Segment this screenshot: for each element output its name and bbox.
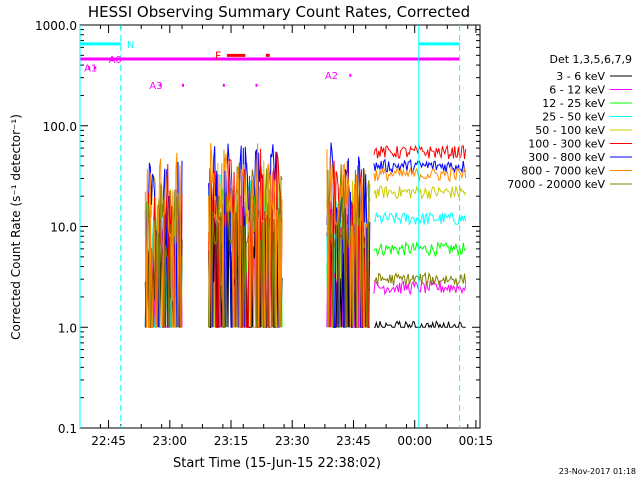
legend-entry-label: 7000 - 20000 keV xyxy=(507,178,605,191)
legend-entry-label: 12 - 25 keV xyxy=(542,97,605,110)
series-line-8 xyxy=(208,162,283,328)
series-line-0 xyxy=(373,320,466,329)
series-line-7 xyxy=(373,167,467,183)
legend-entry-label: 300 - 800 keV xyxy=(528,151,605,164)
attenuator-mark xyxy=(222,83,225,87)
attenuator-mark xyxy=(94,66,97,70)
attenuator-mark xyxy=(349,73,352,77)
legend-entry-label: 25 - 50 keV xyxy=(542,111,605,124)
series-line-7 xyxy=(208,143,283,328)
y-tick-label: 10.0 xyxy=(50,221,77,235)
legend-entry-label: 6 - 12 keV xyxy=(549,84,605,97)
y-axis-label: Corrected Count Rate (s⁻¹ detector⁻¹) xyxy=(9,114,23,340)
legend-entry-label: 800 - 7000 keV xyxy=(521,165,605,178)
y-axis: 0.1 1.0 10.0 100.0 1000.0 xyxy=(35,19,480,436)
legend-title: Det 1,3,5,6,7,9 xyxy=(549,53,632,66)
attenuator-label: A1 xyxy=(84,63,97,74)
legend-entry-label: 100 - 300 keV xyxy=(528,138,605,151)
x-tick-label: 23:00 xyxy=(152,434,187,448)
series-line-1 xyxy=(373,280,467,296)
y-tick-label: 0.1 xyxy=(58,422,77,436)
y-tick-label: 1000.0 xyxy=(35,19,77,33)
attenuator-label: A3 xyxy=(149,81,162,92)
attenuator-mark xyxy=(182,83,185,87)
x-tick-label: 23:30 xyxy=(275,434,310,448)
series-line-3 xyxy=(373,211,467,225)
data-layer xyxy=(144,142,467,329)
attenuator-label: A2 xyxy=(325,71,338,82)
series-line-5 xyxy=(373,144,467,160)
attenuator-label: A0 xyxy=(109,55,122,66)
legend-entry-label: 3 - 6 keV xyxy=(556,70,605,83)
series-line-8 xyxy=(373,271,467,287)
x-axis-label: Start Time (15-Jun-15 22:38:02) xyxy=(173,456,381,471)
y-tick-label: 100.0 xyxy=(43,120,77,134)
x-tick-label: 23:45 xyxy=(336,434,371,448)
night-label: N xyxy=(127,40,134,51)
attenuator-mark xyxy=(255,83,258,87)
series-line-6 xyxy=(373,158,467,175)
series-line-7 xyxy=(326,149,371,328)
series-line-2 xyxy=(373,241,466,257)
series-line-7 xyxy=(144,152,182,328)
x-tick-label: 00:00 xyxy=(397,434,432,448)
chart-title: HESSI Observing Summary Count Rates, Cor… xyxy=(88,3,470,21)
legend-entry-label: 50 - 100 keV xyxy=(535,124,605,137)
series-line-4 xyxy=(373,185,467,200)
flare-flag-label: F xyxy=(215,49,221,62)
x-axis: 22:45 23:00 23:15 23:30 23:45 00:00 00:15 xyxy=(79,25,494,448)
footer-timestamp: 23-Nov-2017 01:18 xyxy=(559,467,636,476)
x-tick-label: 00:15 xyxy=(459,434,494,448)
x-tick-label: 22:45 xyxy=(91,434,126,448)
overlay-layer: N F A1 A0 A3 A2 xyxy=(79,25,461,428)
y-tick-label: 1.0 xyxy=(58,321,77,335)
x-tick-label: 23:15 xyxy=(214,434,249,448)
attenuator-mark xyxy=(88,66,91,70)
attenuator-mark xyxy=(159,83,162,87)
